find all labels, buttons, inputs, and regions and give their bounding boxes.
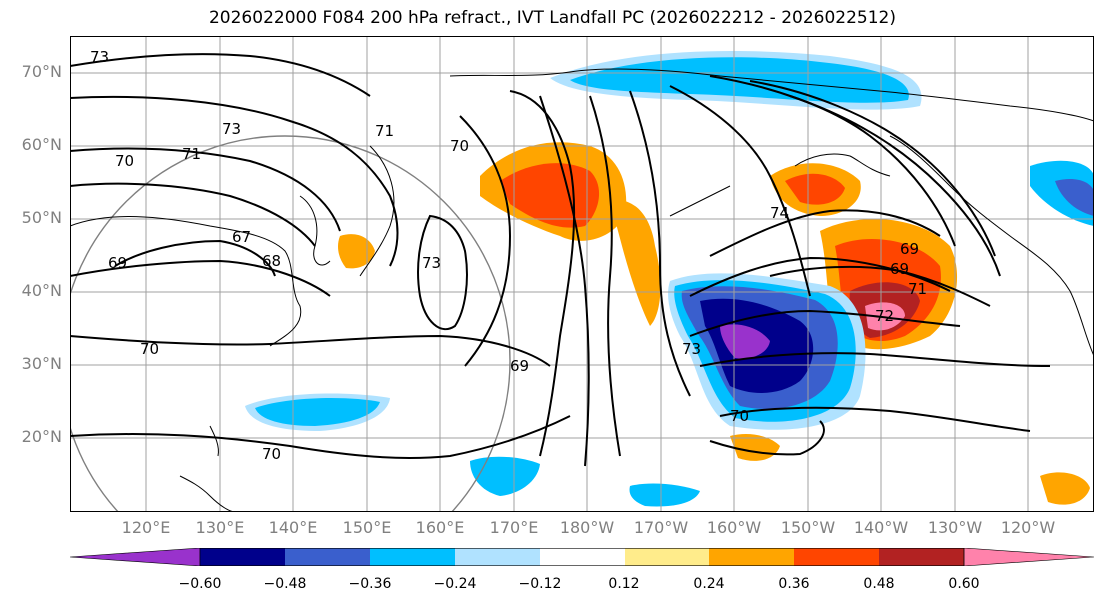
lat-label-30: 30°N	[21, 354, 62, 373]
map-svg: 73 73 71 71 70 70 70 70 69 69 67 68 73 6…	[70, 36, 1094, 512]
lon-label: 140°W	[853, 518, 909, 537]
colorbar-tick: −0.24	[433, 576, 477, 592]
lon-label: 150°E	[342, 518, 392, 537]
colorbar-tick: 0.36	[778, 576, 810, 592]
fill-asia-orange-2	[610, 200, 661, 326]
lon-label: 170°E	[489, 518, 539, 537]
colorbar-seg-4	[455, 548, 540, 566]
lat-label-60: 60°N	[21, 135, 62, 154]
contour-label: 70	[140, 340, 159, 358]
contour-label: 69	[890, 260, 909, 278]
colorbar-seg-0	[69, 547, 201, 567]
lon-label: 130°W	[927, 518, 983, 537]
contour-label: 71	[182, 145, 201, 163]
fill-baja-orange	[1040, 472, 1090, 505]
contour-label: 69	[510, 357, 529, 375]
fill-wpac-cyan-3	[629, 483, 700, 507]
contour-label: 71	[375, 122, 394, 140]
contour-label: 68	[262, 252, 281, 270]
range-circle	[70, 135, 511, 512]
colorbar-tick: −0.12	[518, 576, 562, 592]
fill-coast-pink	[865, 302, 905, 331]
fill-alaska-red	[785, 173, 845, 205]
contour-label: 73	[682, 340, 701, 358]
colorbar	[69, 547, 1095, 567]
lat-label-50: 50°N	[21, 208, 62, 227]
contour-label: 71	[908, 280, 927, 298]
colorbar-seg-1	[200, 548, 285, 566]
contour-label: 73	[222, 120, 241, 138]
colorbar-seg-2	[285, 548, 370, 566]
colorbar-seg-5	[540, 548, 625, 566]
lon-label: 140°E	[268, 518, 318, 537]
colorbar-seg-6	[625, 548, 709, 566]
coastlines	[70, 68, 1094, 512]
fill-canada-blue	[1055, 179, 1094, 216]
lon-label: 170°W	[633, 518, 689, 537]
colorbar-tick: 0.60	[948, 576, 980, 592]
lon-label: 150°W	[780, 518, 836, 537]
contour-label: 70	[730, 407, 749, 425]
lat-label-20: 20°N	[21, 427, 62, 446]
lon-label: 130°E	[195, 518, 245, 537]
lon-label: 120°E	[121, 518, 171, 537]
fill-pac-purple	[720, 324, 770, 359]
colorbar-tick: −0.48	[263, 576, 307, 592]
contour-label: 70	[262, 445, 281, 463]
fill-wpac-cyan-2	[470, 456, 540, 496]
contour-label: 70	[115, 152, 134, 170]
lat-label-40: 40°N	[21, 281, 62, 300]
contour-label: 67	[232, 228, 251, 246]
filled-regions	[245, 50, 1094, 507]
fill-japan-orange	[338, 234, 375, 269]
lon-label: 160°E	[415, 518, 465, 537]
colorbar-tick: −0.60	[178, 576, 222, 592]
map-title: 2026022000 F084 200 hPa refract., IVT La…	[208, 8, 896, 28]
fill-arctic-cyan	[570, 57, 909, 103]
colorbar-tick: 0.24	[693, 576, 725, 592]
map-panel: 73 73 71 71 70 70 70 70 69 69 67 68 73 6…	[70, 36, 1094, 512]
colorbar-tick: −0.36	[348, 576, 392, 592]
colorbar-seg-8	[794, 548, 879, 566]
contour-label: 73	[422, 254, 441, 272]
contour-label: 70	[450, 137, 469, 155]
fill-wpac-cyan	[255, 398, 380, 426]
contour-label: 72	[875, 307, 894, 325]
contour-label: 74	[770, 204, 789, 222]
contour-label: 73	[90, 48, 109, 66]
contours	[70, 53, 1051, 467]
colorbar-seg-9	[879, 548, 964, 566]
lat-label-70: 70°N	[21, 62, 62, 81]
contour-label: 69	[108, 254, 127, 272]
lon-label: 120°W	[1000, 518, 1056, 537]
colorbar-seg-7	[709, 548, 794, 566]
colorbar-seg-10	[963, 547, 1095, 567]
contour-label: 69	[900, 240, 919, 258]
lon-label: 180°W	[559, 518, 615, 537]
colorbar-svg	[69, 547, 1095, 567]
colorbar-tick: 0.48	[863, 576, 895, 592]
colorbar-seg-3	[370, 548, 455, 566]
lon-label: 160°W	[706, 518, 762, 537]
colorbar-tick: 0.12	[608, 576, 640, 592]
